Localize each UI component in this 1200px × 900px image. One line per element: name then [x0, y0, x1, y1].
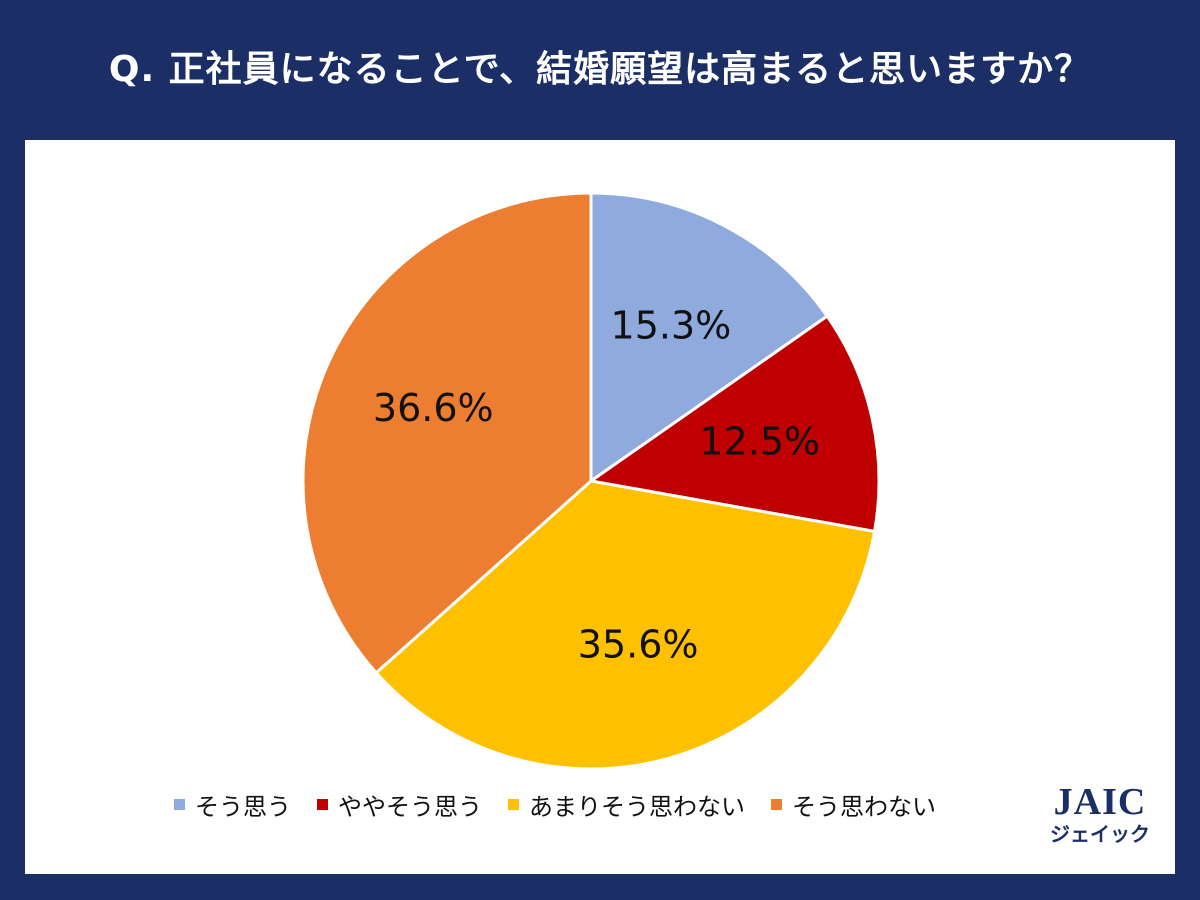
pie-slice	[301, 191, 593, 675]
pie-data-label: 12.5%	[699, 419, 820, 463]
legend-item-sou-omou: そう思う	[174, 787, 291, 822]
legend-swatch	[771, 799, 782, 810]
pie-data-label: 36.6%	[373, 386, 494, 430]
pie-data-label: 15.3%	[611, 303, 732, 347]
pie-data-labels: 15.3% 12.5% 35.6% 36.6%	[373, 303, 820, 666]
legend-label: あまりそう思わない	[529, 793, 745, 821]
legend-swatch	[508, 799, 519, 810]
pie-data-label: 35.6%	[578, 623, 699, 667]
legend-item-amari-sou-omowanai: あまりそう思わない	[508, 787, 745, 822]
pie-slices	[301, 191, 881, 771]
legend-swatch	[317, 799, 328, 810]
pie-slice	[587, 314, 881, 534]
chart-legend: そう思う ややそう思う あまりそう思わない そう思わない	[174, 787, 936, 822]
legend-label: そう思わない	[792, 793, 936, 821]
logo-mark: JAIC	[1053, 781, 1147, 823]
chart-title: Q. 正社員になることで、結婚願望は高まると思いますか？	[108, 49, 1092, 90]
legend-label: ややそう思う	[338, 793, 482, 821]
legend-item-yaya-sou-omou: ややそう思う	[317, 787, 482, 822]
legend-item-sou-omowanai: そう思わない	[771, 787, 936, 822]
logo-subtitle: ジェイック	[1050, 822, 1150, 846]
jaic-logo: JAIC ジェイック	[1040, 782, 1160, 846]
pie-slice	[589, 191, 830, 484]
legend-label: そう思う	[195, 793, 291, 821]
pie-slice	[374, 479, 877, 771]
legend-swatch	[174, 799, 185, 810]
